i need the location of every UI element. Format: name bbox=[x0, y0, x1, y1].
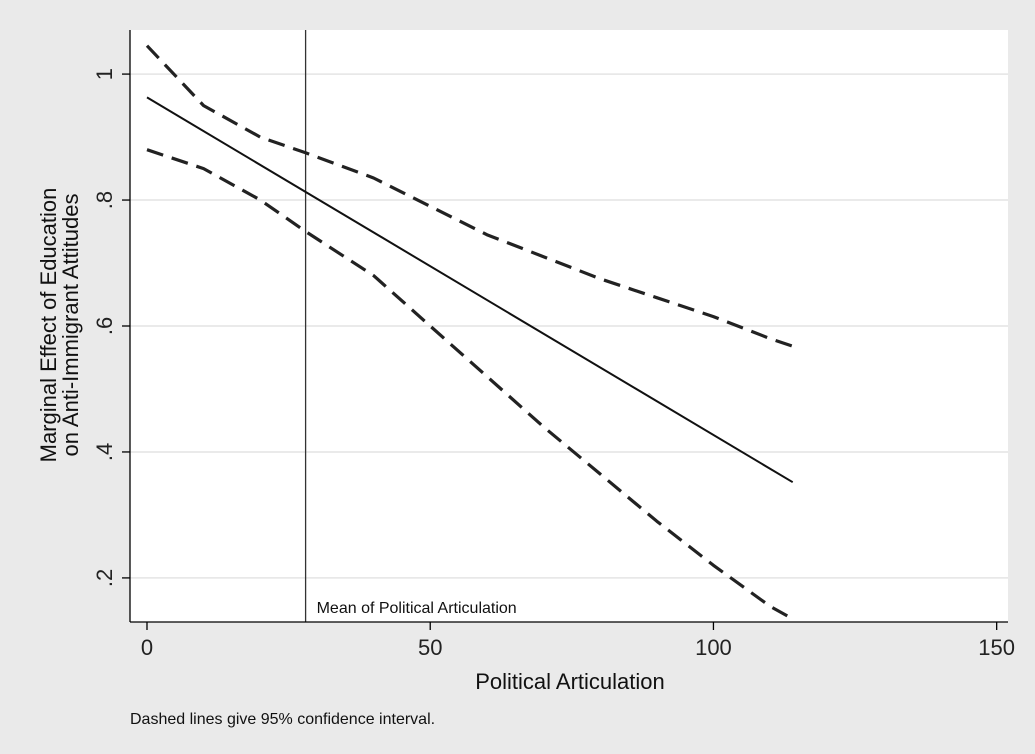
y-tick-label: .4 bbox=[92, 443, 117, 461]
x-axis-title: Political Articulation bbox=[475, 669, 665, 694]
x-tick-label: 0 bbox=[141, 635, 153, 660]
marginal-effect-line bbox=[146, 96, 794, 484]
y-tick-label: .6 bbox=[92, 317, 117, 335]
y-tick-label: .2 bbox=[92, 569, 117, 587]
x-ticks: 0 50 100 150 bbox=[141, 622, 1015, 660]
x-tick-label: 100 bbox=[695, 635, 732, 660]
y-tick-label: .8 bbox=[92, 191, 117, 209]
y-ticks: .2 .4 .6 .8 1 bbox=[92, 68, 130, 587]
chart-note: Dashed lines give 95% confidence interva… bbox=[130, 711, 435, 728]
y-axis-title-line1: Marginal Effect of Education bbox=[36, 188, 61, 463]
y-axis-title-line2: on Anti-Immigrant Attitudes bbox=[58, 194, 83, 457]
x-tick-label: 50 bbox=[418, 635, 442, 660]
x-tick-label: 150 bbox=[978, 635, 1015, 660]
confidence-interval-line bbox=[146, 148, 794, 621]
reference-line-label: Mean of Political Articulation bbox=[317, 600, 517, 617]
confidence-interval-line bbox=[145, 44, 794, 348]
series-lines bbox=[145, 44, 794, 621]
y-tick-label: 1 bbox=[92, 68, 117, 80]
gridlines bbox=[130, 73, 1008, 579]
